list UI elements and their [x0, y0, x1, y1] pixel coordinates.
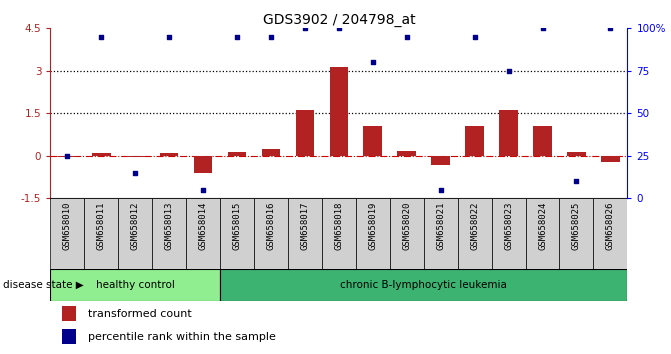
Bar: [295, 110, 314, 156]
Bar: [431, 156, 450, 165]
Point: [571, 178, 582, 184]
Bar: [322, 198, 356, 269]
Bar: [329, 67, 348, 156]
Bar: [50, 269, 220, 301]
Bar: [356, 198, 390, 269]
Text: GSM658026: GSM658026: [606, 202, 615, 250]
Text: GSM658021: GSM658021: [436, 202, 445, 250]
Bar: [220, 269, 627, 301]
Text: healthy control: healthy control: [96, 280, 174, 290]
Point: [537, 25, 548, 31]
Bar: [533, 126, 552, 156]
Text: GSM658023: GSM658023: [504, 202, 513, 250]
Bar: [50, 198, 85, 269]
Point: [231, 34, 242, 40]
Point: [299, 25, 310, 31]
Text: GSM658020: GSM658020: [402, 202, 411, 250]
Text: GSM658025: GSM658025: [572, 202, 581, 250]
Bar: [601, 156, 620, 162]
Text: GSM658024: GSM658024: [538, 202, 547, 250]
Point: [130, 170, 140, 176]
Point: [164, 34, 174, 40]
Point: [198, 187, 209, 193]
Text: GSM658010: GSM658010: [63, 202, 72, 250]
Point: [266, 34, 276, 40]
Bar: [397, 151, 416, 156]
Bar: [92, 153, 111, 156]
Text: disease state ▶: disease state ▶: [3, 280, 84, 290]
Text: GSM658022: GSM658022: [470, 202, 479, 250]
Bar: [194, 156, 213, 173]
Point: [469, 34, 480, 40]
Bar: [186, 198, 220, 269]
Bar: [465, 126, 484, 156]
Point: [401, 34, 412, 40]
Bar: [262, 149, 280, 156]
Text: GSM658012: GSM658012: [131, 202, 140, 250]
Bar: [423, 198, 458, 269]
Bar: [390, 198, 423, 269]
Bar: [364, 126, 382, 156]
Bar: [499, 110, 518, 156]
Text: GSM658018: GSM658018: [334, 202, 344, 250]
Point: [62, 153, 72, 159]
Point: [333, 25, 344, 31]
Point: [435, 187, 446, 193]
Title: GDS3902 / 204798_at: GDS3902 / 204798_at: [262, 13, 415, 27]
Text: GSM658013: GSM658013: [164, 202, 174, 250]
Point: [503, 68, 514, 74]
Text: GSM658019: GSM658019: [368, 202, 377, 250]
Bar: [458, 198, 492, 269]
Point: [605, 25, 616, 31]
Bar: [85, 198, 118, 269]
Bar: [62, 306, 76, 321]
Bar: [62, 329, 76, 344]
Text: GSM658016: GSM658016: [266, 202, 276, 250]
Text: GSM658017: GSM658017: [301, 202, 309, 250]
Bar: [567, 152, 586, 156]
Text: GSM658014: GSM658014: [199, 202, 207, 250]
Bar: [525, 198, 560, 269]
Text: chronic B-lymphocytic leukemia: chronic B-lymphocytic leukemia: [340, 280, 507, 290]
Point: [96, 34, 107, 40]
Bar: [220, 198, 254, 269]
Bar: [492, 198, 525, 269]
Bar: [593, 198, 627, 269]
Point: [368, 59, 378, 65]
Bar: [227, 152, 246, 156]
Bar: [254, 198, 288, 269]
Bar: [152, 198, 186, 269]
Bar: [160, 153, 178, 156]
Text: percentile rank within the sample: percentile rank within the sample: [88, 332, 276, 342]
Text: GSM658015: GSM658015: [233, 202, 242, 250]
Text: GSM658011: GSM658011: [97, 202, 106, 250]
Bar: [118, 198, 152, 269]
Bar: [560, 198, 593, 269]
Bar: [288, 198, 322, 269]
Text: transformed count: transformed count: [88, 309, 192, 319]
